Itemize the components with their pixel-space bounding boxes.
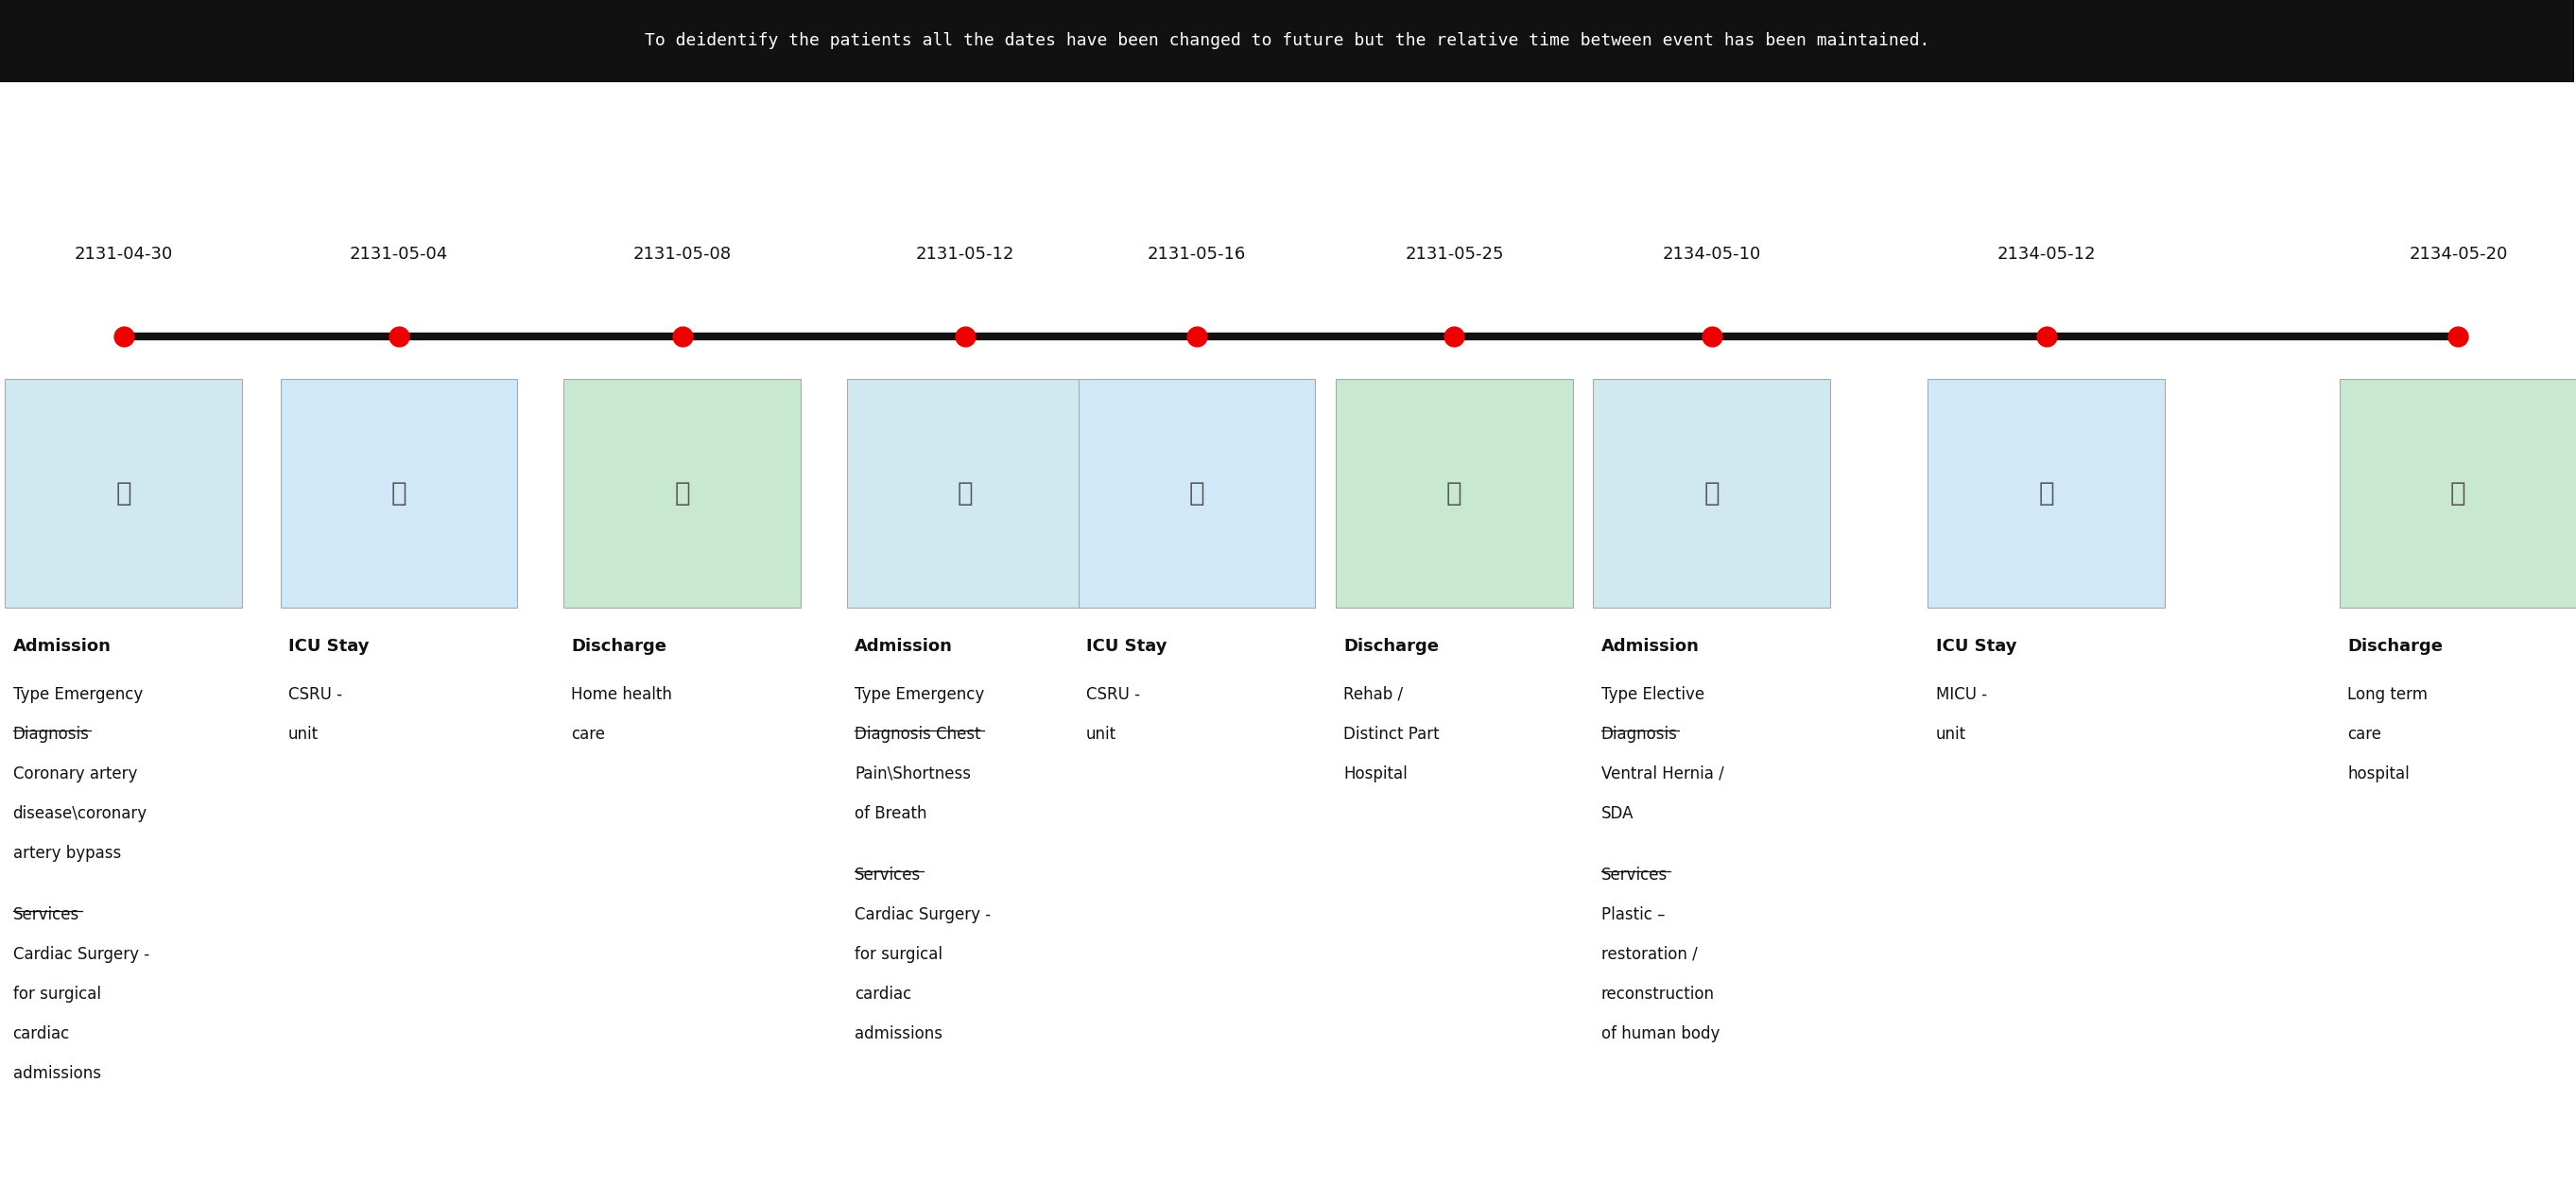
Text: 🏥: 🏥 xyxy=(116,480,131,506)
Text: Discharge: Discharge xyxy=(572,638,667,654)
Text: MICU -: MICU - xyxy=(1935,686,1986,703)
Text: unit: unit xyxy=(1087,725,1115,742)
Text: 2131-04-30: 2131-04-30 xyxy=(75,245,173,262)
Text: Services: Services xyxy=(13,906,80,923)
Text: ICU Stay: ICU Stay xyxy=(1935,638,2017,654)
Text: Pain\Shortness: Pain\Shortness xyxy=(855,765,971,782)
Text: Distinct Part: Distinct Part xyxy=(1345,725,1440,742)
Text: Admission: Admission xyxy=(855,638,953,654)
Text: unit: unit xyxy=(1935,725,1965,742)
Text: CSRU -: CSRU - xyxy=(289,686,343,703)
Text: 🏥: 🏥 xyxy=(675,480,690,506)
Text: ICU Stay: ICU Stay xyxy=(1087,638,1167,654)
Text: Discharge: Discharge xyxy=(2347,638,2442,654)
Text: 🏥: 🏥 xyxy=(1190,480,1206,506)
Text: admissions: admissions xyxy=(855,1025,943,1042)
Text: Services: Services xyxy=(1602,866,1667,883)
FancyBboxPatch shape xyxy=(1927,379,2164,608)
FancyBboxPatch shape xyxy=(5,379,242,608)
Text: Hospital: Hospital xyxy=(1345,765,1406,782)
Text: of human body: of human body xyxy=(1602,1025,1721,1042)
Text: ICU Stay: ICU Stay xyxy=(289,638,368,654)
Text: 🏥: 🏥 xyxy=(392,480,407,506)
Text: 🏥: 🏥 xyxy=(958,480,974,506)
Text: 2131-05-04: 2131-05-04 xyxy=(350,245,448,262)
Text: 🏥: 🏥 xyxy=(1448,480,1463,506)
Text: 🏥: 🏥 xyxy=(2450,480,2465,506)
Text: admissions: admissions xyxy=(13,1065,100,1081)
FancyBboxPatch shape xyxy=(2339,379,2576,608)
Text: Type Emergency: Type Emergency xyxy=(13,686,142,703)
Text: Long term: Long term xyxy=(2347,686,2427,703)
Text: 2131-05-16: 2131-05-16 xyxy=(1149,245,1247,262)
FancyBboxPatch shape xyxy=(848,379,1084,608)
Text: Type Emergency: Type Emergency xyxy=(855,686,984,703)
Text: for surgical: for surgical xyxy=(855,946,943,962)
Text: cardiac: cardiac xyxy=(13,1025,70,1042)
Text: Diagnosis Chest: Diagnosis Chest xyxy=(855,725,981,742)
Text: Ventral Hernia /: Ventral Hernia / xyxy=(1602,765,1723,782)
Text: care: care xyxy=(572,725,605,742)
FancyBboxPatch shape xyxy=(281,379,518,608)
FancyBboxPatch shape xyxy=(564,379,801,608)
Text: artery bypass: artery bypass xyxy=(13,845,121,861)
Text: Coronary artery: Coronary artery xyxy=(13,765,137,782)
Text: 2134-05-20: 2134-05-20 xyxy=(2409,245,2506,262)
Text: 🏥: 🏥 xyxy=(2038,480,2053,506)
Text: CSRU -: CSRU - xyxy=(1087,686,1141,703)
FancyBboxPatch shape xyxy=(1595,379,1829,608)
Text: 2134-05-10: 2134-05-10 xyxy=(1662,245,1762,262)
Text: Cardiac Surgery -: Cardiac Surgery - xyxy=(855,906,992,923)
Text: Admission: Admission xyxy=(13,638,111,654)
Text: disease\coronary: disease\coronary xyxy=(13,805,147,822)
Text: Type Elective: Type Elective xyxy=(1602,686,1705,703)
Text: Diagnosis: Diagnosis xyxy=(1602,725,1677,742)
Text: hospital: hospital xyxy=(2347,765,2409,782)
Text: restoration /: restoration / xyxy=(1602,946,1698,962)
Text: Admission: Admission xyxy=(1602,638,1700,654)
Text: 2131-05-08: 2131-05-08 xyxy=(634,245,732,262)
Text: for surgical: for surgical xyxy=(13,985,100,1002)
Text: Cardiac Surgery -: Cardiac Surgery - xyxy=(13,946,149,962)
Text: Home health: Home health xyxy=(572,686,672,703)
Text: Services: Services xyxy=(855,866,922,883)
Text: Rehab /: Rehab / xyxy=(1345,686,1404,703)
FancyBboxPatch shape xyxy=(1079,379,1316,608)
Text: cardiac: cardiac xyxy=(855,985,912,1002)
Text: Discharge: Discharge xyxy=(1345,638,1440,654)
Text: Diagnosis: Diagnosis xyxy=(13,725,90,742)
Text: reconstruction: reconstruction xyxy=(1602,985,1716,1002)
Text: of Breath: of Breath xyxy=(855,805,927,822)
Text: 2131-05-25: 2131-05-25 xyxy=(1404,245,1504,262)
Text: SDA: SDA xyxy=(1602,805,1633,822)
Text: care: care xyxy=(2347,725,2383,742)
Text: 2131-05-12: 2131-05-12 xyxy=(917,245,1015,262)
FancyBboxPatch shape xyxy=(1337,379,1574,608)
Text: 2134-05-12: 2134-05-12 xyxy=(1996,245,2097,262)
Text: To deidentify the patients all the dates have been changed to future but the rel: To deidentify the patients all the dates… xyxy=(644,32,1929,49)
FancyBboxPatch shape xyxy=(0,0,2573,82)
Text: 🏥: 🏥 xyxy=(1703,480,1721,506)
Text: Plastic –: Plastic – xyxy=(1602,906,1664,923)
Text: unit: unit xyxy=(289,725,319,742)
